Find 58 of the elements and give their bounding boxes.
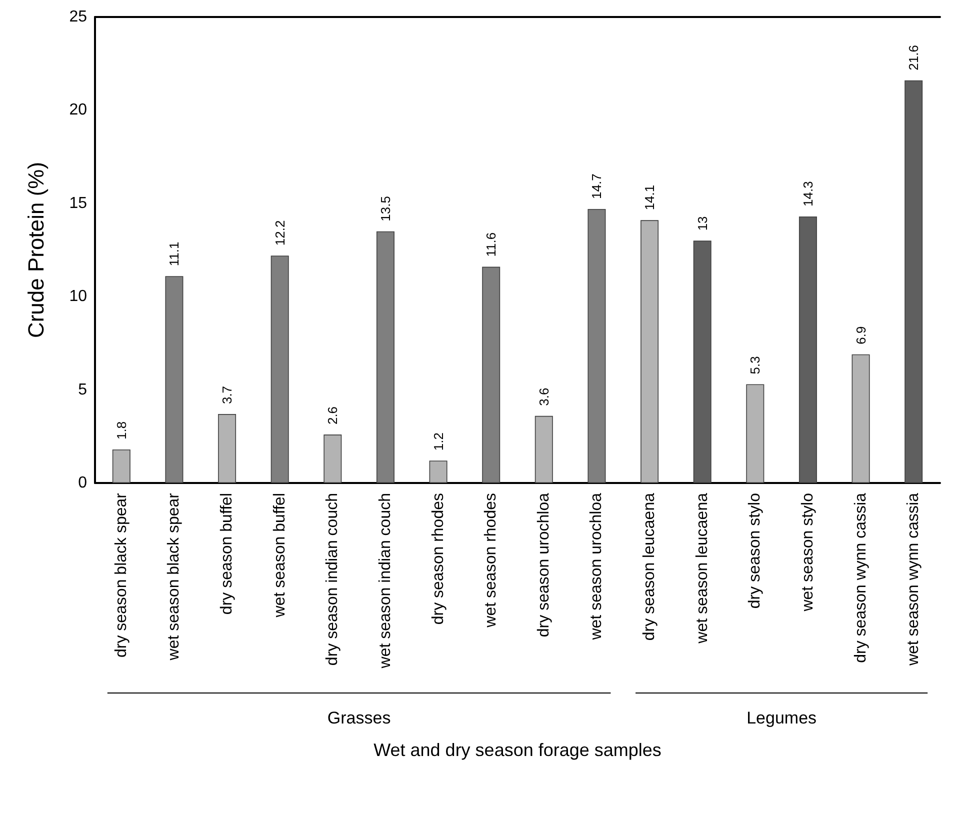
bar [429,460,448,483]
y-tick-label: 5 [78,381,88,398]
data-label: 3.7 [220,386,235,404]
data-label: 13 [694,216,710,231]
x-tick-label: wet season urochloa [588,492,606,641]
bar [588,208,606,483]
x-axis-title: Wet and dry season forage samples [374,740,662,760]
data-label: 11.1 [166,242,182,266]
x-tick-label: dry season urochloa [535,492,552,638]
data-label: 21.6 [906,45,922,70]
bar [904,80,923,483]
bar [482,266,500,483]
bar [798,216,817,483]
bar [746,384,764,483]
x-tick-label: dry season buffel [218,493,236,615]
x-tick-label: dry season stylo [746,492,764,609]
x-tick-label: wet season buffel [271,493,288,618]
data-label: 6.9 [853,326,868,344]
data-label: 1.2 [430,432,446,451]
y-tick-label: 10 [69,288,88,306]
data-label: 3.6 [536,388,552,406]
bar [693,240,712,483]
data-label: 2.6 [325,406,340,425]
y-tick-label: 20 [69,102,88,119]
text: Legumes [746,708,817,728]
x-tick-label: dry season black spear [112,492,130,658]
y-tick-label: 25 [69,8,88,26]
x-tick-label: wet season rhodes [482,493,500,628]
y-tick-label: 15 [69,194,88,212]
x-tick-label: dry season wynn cassia [852,492,870,663]
x-tick-label: wet season indian couch [376,493,394,670]
bar [534,416,553,483]
data-label: 12.2 [272,220,288,246]
text: Grasses [327,708,391,728]
bar [165,276,184,483]
x-tick-label: wet season stylo [799,492,816,612]
x-tick-label: dry season leucaena [641,492,658,641]
bar [640,220,659,483]
data-label: 14.7 [589,174,604,199]
bar [218,414,236,483]
x-tick-label: dry season indian couch [324,493,342,666]
x-tick-label: dry season rhodes [430,493,447,625]
data-label: 14.1 [642,184,658,210]
y-axis-title: Crude Protein (%) [24,162,48,338]
bar [112,449,130,483]
bar [324,434,342,483]
data-label: 14.3 [800,181,816,206]
bar [852,354,870,483]
x-tick-label: wet season black spear [166,492,183,662]
data-label: 5.3 [748,356,763,374]
data-label: 13.5 [378,196,393,222]
x-tick-label: wet season leucaena [694,492,711,644]
bar [270,256,289,483]
data-label: 11.6 [484,232,499,257]
x-tick-label: wet season wynn cassia [905,492,922,667]
bar [376,231,394,483]
y-tick-label: 0 [78,474,88,492]
data-label: 1.8 [114,421,129,440]
